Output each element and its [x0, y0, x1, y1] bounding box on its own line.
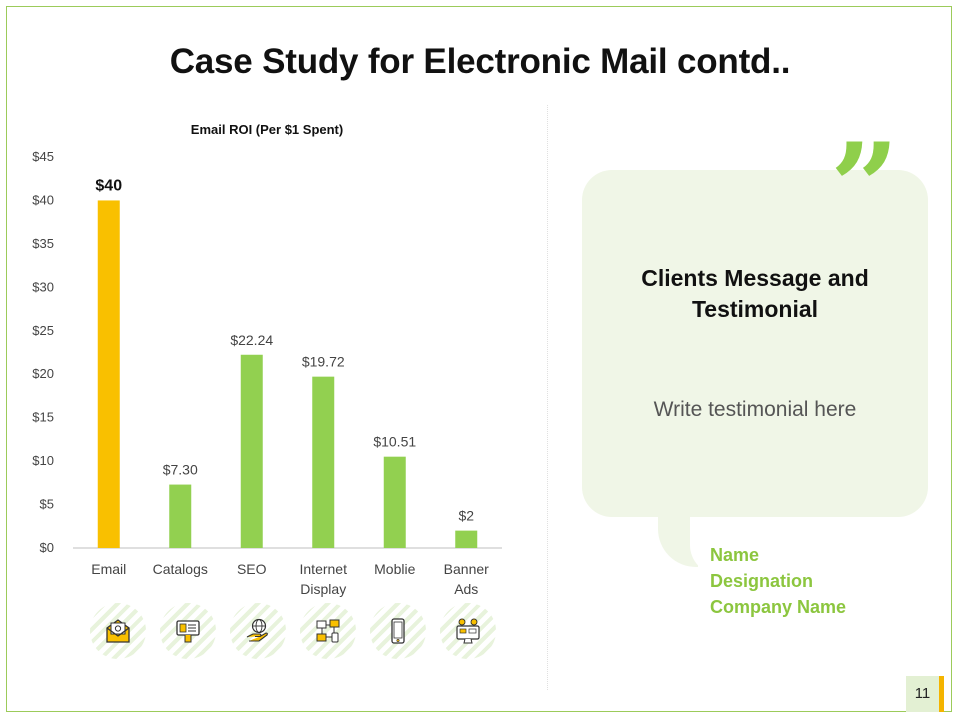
- internet-display-network-icon: [300, 603, 356, 659]
- data-label: $2: [458, 508, 474, 524]
- client-name: Name: [710, 545, 760, 565]
- slide-frame: [6, 6, 952, 712]
- chart-title: Email ROI (Per $1 Spent): [191, 122, 343, 137]
- bar: [312, 376, 335, 548]
- y-tick-label: $0: [40, 540, 54, 555]
- client-designation: Designation: [710, 571, 814, 591]
- y-tick-label: $25: [32, 323, 54, 338]
- testimonial-speech-bubble: [582, 170, 928, 517]
- slide-title: Case Study for Electronic Mail contd..: [169, 42, 791, 81]
- mobile-phone-icon: [370, 603, 426, 659]
- bar: [169, 484, 192, 548]
- y-tick-label: $15: [32, 410, 54, 425]
- bar: [455, 530, 478, 548]
- bar: [240, 354, 263, 548]
- testimonial-body[interactable]: Write testimonial here: [653, 398, 857, 421]
- data-label: $7.30: [163, 462, 198, 478]
- y-tick-label: $30: [32, 279, 54, 294]
- x-tick-label: Catalogs: [153, 561, 208, 577]
- bar: [97, 200, 120, 548]
- page-number: 11: [906, 676, 944, 712]
- y-tick-label: $35: [32, 236, 54, 251]
- speech-bubble-tail-cutout: [690, 515, 730, 575]
- category-icon-row: [0, 603, 548, 663]
- y-tick-label: $40: [32, 192, 54, 207]
- x-tick-label: Moblie: [374, 561, 415, 577]
- email-icon: [90, 603, 146, 659]
- seo-globe-hand-icon: [230, 603, 286, 659]
- y-tick-label: $10: [32, 453, 54, 468]
- data-label: $22.24: [230, 332, 273, 348]
- x-axis: Email Catalogs SEO Internet Display Moblie Ban…: [91, 561, 489, 597]
- data-label: $10.51: [373, 434, 416, 450]
- x-tick-label: Banner Ads: [444, 561, 489, 597]
- catalog-icon: [160, 603, 216, 659]
- data-label: $40: [95, 177, 122, 194]
- x-tick-label: SEO: [237, 561, 267, 577]
- x-tick-label: Email: [91, 561, 126, 577]
- y-axis: $0 $5 $10 $15 $20 $25 $30 $35 $40 $45: [32, 149, 54, 555]
- banner-ads-monitor-icon: [440, 603, 496, 659]
- bars: $40 $7.30 $22.24 $19.72 $10.51 $2: [95, 177, 478, 548]
- data-label: $19.72: [302, 354, 345, 370]
- testimonial-heading: Clients Message and Testimonial: [641, 265, 869, 322]
- section-divider: [547, 105, 548, 690]
- y-tick-label: $20: [32, 366, 54, 381]
- y-tick-label: $45: [32, 149, 54, 164]
- y-tick-label: $5: [40, 497, 54, 512]
- roi-bar-chart: Email ROI (Per $1 Spent) $0 $5 $10 $15 $20 $2…: [32, 122, 502, 597]
- quote-mark-icon: ”: [830, 117, 900, 258]
- client-company: Company Name: [710, 597, 847, 617]
- x-tick-label: Internet Display: [300, 561, 348, 597]
- bar: [383, 456, 406, 548]
